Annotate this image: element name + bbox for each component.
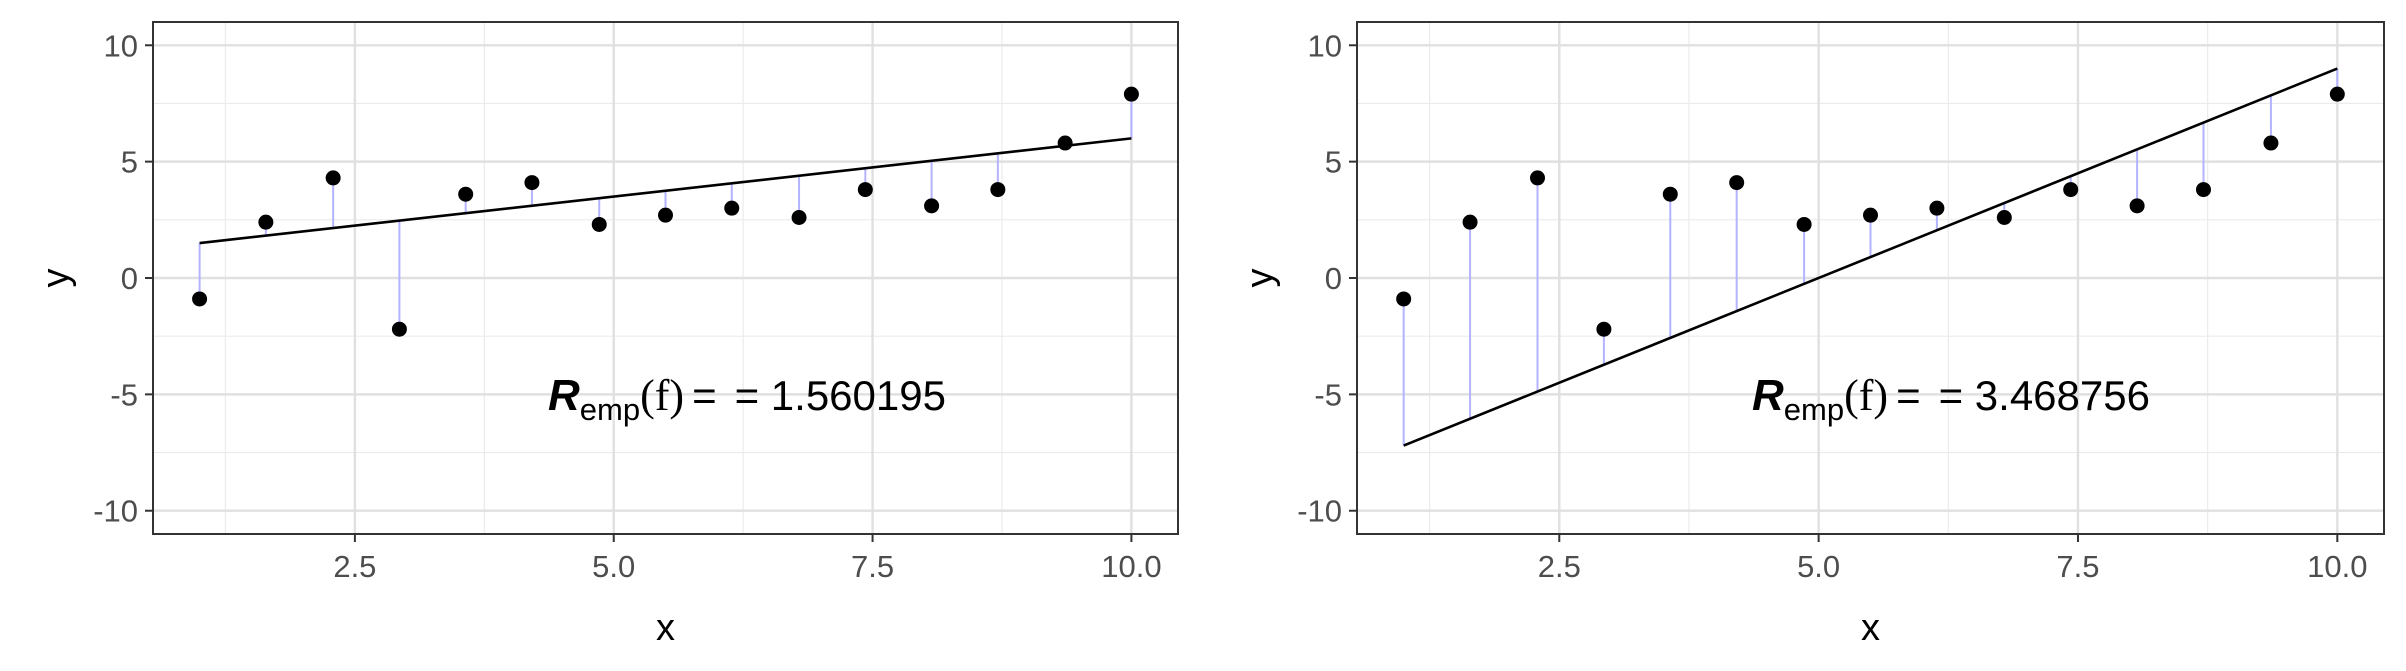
risk-subscript: emp [1784, 392, 1844, 427]
data-point [1863, 207, 1878, 223]
y-tick-label: -10 [93, 494, 138, 529]
y-axis-title: y [1239, 269, 1281, 288]
y-tick-label: 5 [1325, 145, 1342, 180]
data-point [990, 182, 1006, 198]
x-tick-label: 7.5 [2056, 549, 2099, 584]
data-point [2195, 182, 2211, 198]
y-tick-label: 5 [121, 145, 138, 180]
data-point [1123, 86, 1139, 102]
data-point [857, 182, 873, 198]
x-tick-label: 5.0 [1797, 549, 1840, 584]
data-point [325, 170, 341, 186]
x-axis-title: x [656, 607, 675, 649]
data-point [658, 207, 673, 223]
x-tick-label: 2.5 [333, 549, 376, 584]
data-point [258, 214, 274, 230]
y-tick-label: -5 [1314, 377, 1342, 412]
data-point [1596, 321, 1612, 337]
y-tick-label: -5 [110, 377, 138, 412]
fit-line [1403, 67, 2338, 447]
data-point [1396, 291, 1412, 307]
y-axis-title: y [35, 269, 77, 288]
y-tick-label: 0 [121, 261, 138, 296]
data-point [1729, 175, 1745, 191]
y-tick-label: 10 [104, 28, 138, 63]
data-point [1796, 216, 1812, 232]
x-tick-label: 10.0 [1101, 549, 1161, 584]
y-tick-label: 10 [1308, 28, 1342, 63]
fit-line [199, 137, 1132, 245]
data-point [591, 216, 607, 232]
data-point [924, 198, 940, 214]
x-tick-label: 10.0 [2307, 549, 2367, 584]
data-point [2129, 198, 2145, 214]
risk-annotation: Remp(f) = = 1.560195 [548, 371, 946, 427]
x-axis-title: x [1861, 607, 1880, 649]
data-point [1662, 186, 1678, 202]
x-tick-label: 5.0 [592, 549, 635, 584]
y-tick-label: 0 [1325, 261, 1342, 296]
risk-subscript: emp [580, 392, 640, 427]
risk-value: = 3.468756 [1939, 372, 2150, 419]
risk-equals: = [692, 372, 717, 419]
data-point [1057, 135, 1073, 151]
risk-annotation: Remp(f) = = 3.468756 [1752, 371, 2150, 427]
data-point [2263, 135, 2279, 151]
x-tick-label: 2.5 [1538, 549, 1581, 584]
chart-panel-1: 2.5 5.0 7.5 10.0 -10 -5 0 5 10 x y Remp(f) = = 1.5601… [35, 21, 1179, 649]
risk-argument: (f) [1844, 371, 1888, 420]
data-point [1929, 200, 1945, 216]
data-point [391, 321, 407, 337]
y-tick-label: -10 [1297, 494, 1342, 529]
data-point [2063, 182, 2079, 198]
risk-value: = 1.560195 [735, 372, 946, 419]
data-point [791, 209, 807, 225]
risk-equals: = [1896, 372, 1921, 419]
data-point [458, 186, 474, 202]
data-point [1996, 209, 2012, 225]
data-point [1530, 170, 1546, 186]
chart-panel-2: 2.5 5.0 7.5 10.0 -10 -5 0 5 10 x y Remp(f) = = 3.4687… [1239, 21, 2385, 649]
data-point [724, 200, 740, 216]
data-point [524, 175, 540, 191]
risk-argument: (f) [640, 371, 684, 420]
data-point [2329, 86, 2345, 102]
x-tick-label: 7.5 [851, 549, 894, 584]
data-point [1462, 214, 1478, 230]
data-point [192, 291, 208, 307]
risk-symbol: R [1752, 371, 1784, 420]
risk-symbol: R [548, 371, 580, 420]
